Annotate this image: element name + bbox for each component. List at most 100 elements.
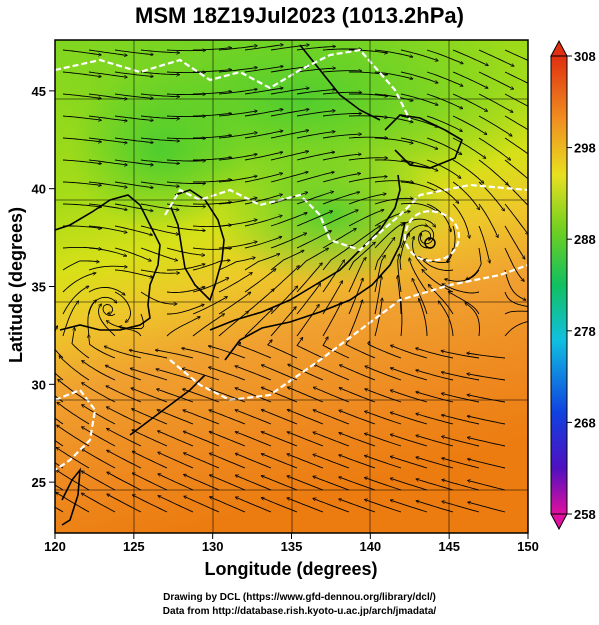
cyclone-marker — [424, 237, 436, 249]
figure-title: MSM 18Z19Jul2023 (1013.2hPa) — [135, 3, 464, 28]
streamline — [140, 71, 179, 75]
streamline — [504, 115, 528, 131]
colorbar-body — [550, 55, 568, 515]
streamline — [390, 456, 428, 469]
streamline — [345, 339, 376, 359]
y-tick-label: 45 — [32, 84, 46, 99]
streamline — [55, 372, 64, 381]
streamline — [400, 181, 438, 192]
streamline — [166, 138, 205, 139]
streamline — [452, 181, 479, 210]
streamline — [106, 386, 142, 403]
streamline — [468, 437, 506, 447]
streamline — [88, 247, 126, 256]
streamline — [218, 258, 255, 271]
streamline — [322, 229, 356, 249]
streamline — [88, 159, 127, 165]
streamline — [416, 479, 454, 491]
streamline — [365, 411, 402, 425]
streamline — [452, 115, 487, 134]
streamline — [452, 93, 487, 111]
contour-north — [55, 48, 411, 121]
streamline — [106, 365, 142, 381]
streamline — [296, 132, 335, 139]
streamline — [348, 194, 386, 205]
streamline — [374, 181, 413, 183]
streamline — [322, 134, 361, 139]
streamline — [391, 500, 428, 513]
streamline — [348, 300, 363, 337]
streamline — [365, 366, 402, 381]
streamline — [374, 255, 385, 293]
x-tick-label: 120 — [44, 539, 66, 554]
colorbar: 308 298 288 278 268 258 — [550, 39, 596, 531]
y-axis-label: Latitude (degrees) — [6, 207, 26, 363]
coastline-hokkaido — [384, 114, 463, 169]
streamline — [400, 202, 437, 212]
streamline — [442, 372, 480, 381]
streamline — [244, 254, 280, 271]
streamline — [261, 410, 298, 425]
x-tick-label: 130 — [202, 539, 224, 554]
streamline — [157, 410, 194, 425]
streamline — [468, 459, 506, 469]
streamline — [210, 497, 246, 513]
streamline — [339, 455, 376, 469]
streamline — [114, 291, 131, 322]
streamline — [416, 414, 454, 425]
streamline — [424, 247, 454, 264]
streamline — [365, 434, 402, 447]
streamline — [166, 94, 205, 95]
streamline — [468, 480, 506, 491]
streamline — [416, 457, 454, 469]
streamline — [369, 342, 402, 359]
coastline-china — [55, 194, 161, 331]
streamline — [504, 137, 528, 155]
streamline — [322, 192, 360, 205]
credits: Drawing by DCL (https://www.gfd-dennou.o… — [0, 591, 599, 619]
y-tick-label: 30 — [32, 377, 46, 392]
streamline — [400, 71, 438, 83]
streamline — [209, 410, 246, 425]
streamline — [270, 233, 306, 249]
streamline — [322, 49, 361, 50]
streamline — [192, 260, 230, 271]
streamline — [340, 365, 376, 381]
streamline — [82, 383, 116, 403]
streamline — [107, 429, 142, 447]
streamline — [452, 203, 470, 238]
streamline — [62, 261, 99, 271]
streamline — [218, 242, 257, 249]
streamline — [102, 303, 116, 317]
streamline — [439, 301, 454, 337]
streamline — [270, 151, 308, 161]
streamline — [244, 131, 283, 139]
streamline — [465, 303, 480, 337]
streamline — [236, 475, 272, 491]
map-grid — [55, 40, 528, 533]
streamline — [192, 202, 231, 205]
streamline — [82, 449, 116, 469]
streamline — [218, 198, 257, 205]
streamline — [218, 154, 257, 161]
streamline — [192, 70, 231, 73]
streamline — [244, 66, 283, 73]
streamline — [82, 427, 116, 447]
streamline — [374, 298, 382, 337]
streamline — [313, 454, 350, 469]
streamline — [133, 473, 168, 491]
streamline — [107, 450, 142, 469]
streamline — [374, 115, 413, 122]
streamline — [296, 211, 332, 227]
streamline — [409, 258, 428, 293]
streamline — [166, 116, 205, 117]
streamline — [296, 68, 335, 73]
streamline — [62, 301, 78, 337]
streamline — [400, 115, 438, 127]
streamline — [107, 494, 142, 513]
streamline — [166, 203, 205, 207]
streamline — [322, 114, 361, 117]
streamline — [447, 225, 456, 263]
streamline — [71, 328, 90, 359]
streamline — [390, 412, 428, 425]
